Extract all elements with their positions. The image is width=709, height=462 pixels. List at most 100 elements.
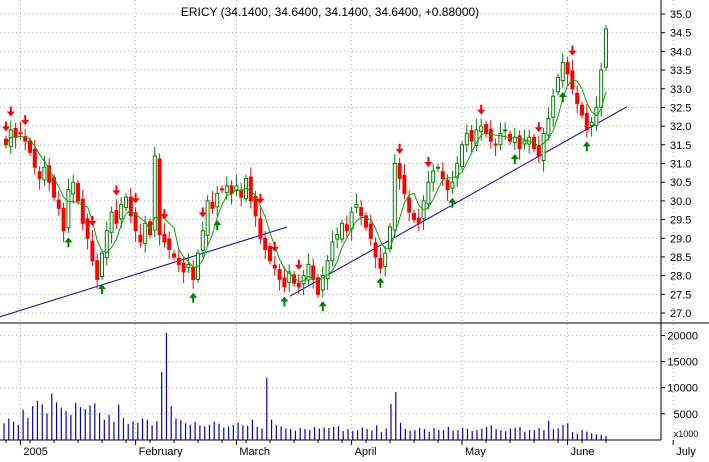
sell-arrow-icon bbox=[294, 259, 303, 270]
candle-body bbox=[383, 252, 388, 268]
candle-body bbox=[397, 163, 402, 179]
candle-body bbox=[474, 129, 479, 147]
volume-bars bbox=[3, 332, 607, 440]
candle-body bbox=[200, 230, 205, 251]
candle-body bbox=[469, 130, 474, 142]
price-tick-label: 27.0 bbox=[670, 308, 691, 320]
candle-body bbox=[128, 196, 133, 217]
candle-body bbox=[455, 163, 460, 179]
candle-body bbox=[604, 28, 608, 68]
candle-body bbox=[340, 222, 344, 240]
candle-body bbox=[18, 132, 23, 135]
candle-body bbox=[479, 125, 484, 132]
candle-body bbox=[114, 210, 119, 224]
candle-body bbox=[325, 260, 330, 280]
candle-body bbox=[47, 165, 52, 183]
buy-arrow-icon bbox=[280, 296, 289, 307]
candle-body bbox=[440, 171, 445, 179]
candle-body bbox=[272, 264, 277, 269]
candle-body bbox=[152, 155, 157, 231]
candle-body bbox=[229, 185, 234, 194]
candle-body bbox=[464, 133, 469, 146]
candle-body bbox=[282, 277, 287, 288]
candle-body bbox=[450, 181, 455, 189]
signal-arrows bbox=[2, 45, 591, 312]
candle-body bbox=[484, 124, 488, 135]
candle-body bbox=[95, 260, 100, 280]
buy-arrow-icon bbox=[64, 237, 73, 248]
candle-body bbox=[565, 62, 570, 75]
candle-body bbox=[436, 166, 440, 169]
candle-body bbox=[599, 69, 604, 108]
candle-body bbox=[488, 128, 493, 142]
candle-body bbox=[191, 266, 196, 280]
candle-body bbox=[368, 223, 373, 239]
sell-arrow-icon bbox=[198, 207, 207, 218]
month-label: May bbox=[465, 446, 486, 457]
candle-body bbox=[248, 176, 253, 202]
volume-tick-label: 5000 bbox=[674, 409, 698, 421]
candle-body bbox=[416, 217, 421, 224]
candle-body bbox=[215, 192, 220, 208]
price-axis-ticks: 35.0 34.5 34.0 33.5 33.0 32.5 32.0 31.5 31.0 30.5… bbox=[661, 9, 691, 320]
candle-body bbox=[90, 240, 95, 262]
candle-body bbox=[373, 242, 378, 258]
candle-body bbox=[56, 199, 61, 209]
candle-body bbox=[560, 62, 565, 82]
candle-body bbox=[460, 144, 464, 167]
candle-body bbox=[541, 133, 546, 162]
chart-title: ERICY (34.1400, 34.6400, 34.1400, 34.640… bbox=[181, 5, 479, 19]
candle-body bbox=[522, 140, 527, 145]
volume-axis-ticks: 20000 15000 10000 5000 bbox=[661, 330, 698, 421]
candle-body bbox=[316, 277, 320, 295]
price-tick-label: 34.0 bbox=[670, 46, 691, 58]
buy-arrow-icon bbox=[98, 284, 106, 295]
buy-arrow-icon bbox=[213, 220, 222, 231]
candle-body bbox=[224, 185, 229, 194]
candle-body bbox=[536, 145, 541, 157]
candle-body bbox=[100, 252, 104, 277]
candle-body bbox=[138, 234, 143, 243]
price-tick-label: 27.5 bbox=[670, 289, 691, 301]
candle-body bbox=[76, 183, 80, 202]
candle-body bbox=[359, 207, 364, 217]
sell-arrow-icon bbox=[6, 106, 15, 117]
candle-body bbox=[205, 200, 210, 236]
candle-body bbox=[517, 135, 522, 150]
volume-tick-label: 10000 bbox=[667, 383, 698, 395]
candle-body bbox=[546, 118, 551, 136]
volume-unit-label: x1000 bbox=[674, 429, 699, 439]
candle-body bbox=[42, 166, 47, 181]
sell-arrow-icon bbox=[2, 121, 10, 132]
sell-arrow-icon bbox=[256, 193, 265, 204]
candle-body bbox=[143, 222, 148, 244]
moving-average-line bbox=[5, 79, 607, 283]
candle-body bbox=[176, 257, 181, 265]
price-tick-label: 32.0 bbox=[670, 121, 691, 133]
sell-arrow-icon bbox=[21, 115, 30, 126]
candle-body bbox=[287, 271, 292, 283]
candle-body bbox=[392, 163, 397, 231]
candle-body bbox=[32, 148, 37, 168]
buy-arrow-icon bbox=[318, 301, 327, 312]
candle-body bbox=[253, 195, 258, 217]
trendline bbox=[0, 226, 288, 318]
candle-body bbox=[234, 185, 239, 191]
moving-average bbox=[5, 79, 607, 283]
candle-body bbox=[364, 215, 368, 228]
candle-body bbox=[306, 263, 311, 281]
sell-arrow-icon bbox=[131, 193, 140, 204]
price-tick-label: 28.5 bbox=[670, 252, 691, 264]
candle-body bbox=[402, 174, 407, 194]
sell-arrow-icon bbox=[534, 122, 543, 133]
candle-body bbox=[13, 127, 18, 138]
candle-body bbox=[28, 140, 32, 153]
sell-arrow-icon bbox=[568, 45, 577, 56]
buy-arrow-icon bbox=[510, 154, 519, 165]
candle-body bbox=[580, 104, 584, 116]
buy-arrow-icon bbox=[582, 141, 591, 152]
buy-arrow-icon bbox=[558, 92, 567, 103]
candle-body bbox=[220, 188, 224, 191]
candle-body bbox=[412, 213, 416, 221]
